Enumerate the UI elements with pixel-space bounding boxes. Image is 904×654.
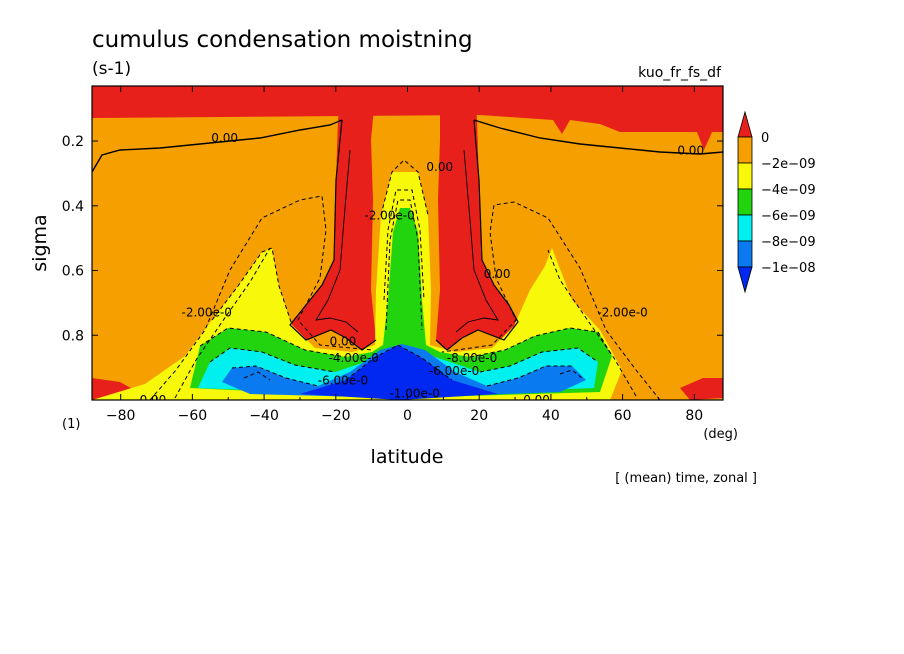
- x-axis-label: latitude: [371, 446, 444, 468]
- field-red-top: [92, 86, 723, 150]
- colorbar-swatch: [737, 136, 753, 164]
- colorbar-swatch: [737, 240, 753, 268]
- field-red-polar-left: [92, 378, 138, 400]
- contour-label: -1.00e-0: [389, 387, 439, 401]
- contour-label: 0.00: [426, 160, 453, 174]
- field-red-polar-right: [680, 378, 723, 400]
- contour-label: 0.00: [523, 393, 550, 407]
- contour-label: 0.00: [330, 335, 357, 349]
- x-tick-label: 20: [470, 408, 488, 424]
- y-tick-label: 0.4: [62, 199, 84, 215]
- contour-left-tower-inner: [315, 149, 359, 333]
- field-red-right-tower: [436, 86, 518, 350]
- colorbar-swatch: [737, 214, 753, 242]
- colorbar-swatch: [737, 162, 753, 190]
- colorbar-label: −6e−09: [761, 209, 816, 224]
- contour-left-tower: [289, 119, 377, 351]
- x-tick-label: −80: [106, 408, 136, 424]
- contour-label: -2.00e-0: [597, 306, 647, 320]
- field-green: [190, 208, 612, 398]
- x-unit-label: (deg): [703, 427, 738, 442]
- y-axis-label: sigma: [29, 214, 51, 271]
- y-axis: 0.2 0.4 0.6 0.8: [62, 134, 723, 344]
- contour-label: -8.00e-0: [447, 351, 497, 365]
- footnote: [ (mean) time, zonal ]: [615, 471, 757, 486]
- contour-label: -4.00e-0: [329, 351, 379, 365]
- field-navy: [300, 345, 498, 400]
- colorbar-arrow-top: [737, 110, 753, 138]
- x-tick-label: 80: [685, 408, 703, 424]
- field-red-left-tower: [290, 86, 376, 350]
- contour-labels: 0.00 0.00 0.00 0.00 0.00 0.00 0.00 -2.00e-0 -2.0…: [140, 131, 705, 407]
- x-tick-label: 40: [542, 408, 560, 424]
- colorbar-arrow-bottom: [737, 266, 753, 294]
- y-tick-label: 0.8: [62, 328, 84, 344]
- x-axis: −80 −60 −40 −20 0 20 40 60 80: [106, 86, 703, 424]
- chart-title: cumulus condensation moistning: [92, 27, 473, 53]
- contour-zero-top: [92, 119, 343, 173]
- x-tick-label: −40: [249, 408, 279, 424]
- y-tick-label: 0.2: [62, 134, 84, 150]
- colorbar-label: −2e−09: [761, 157, 816, 172]
- contour-zero-top-right: [473, 119, 723, 155]
- colorbar-swatch: [737, 188, 753, 216]
- colorbar-label: −1e−08: [761, 261, 816, 276]
- y-unit-label: (1): [62, 417, 80, 432]
- x-tick-label: −20: [321, 408, 351, 424]
- contour-label: 0.00: [211, 131, 238, 145]
- contour-label: -2.00e-0: [182, 306, 232, 320]
- colorbar: 0 −2e−09 −4e−09 −6e−09 −8e−09 −1e−08: [737, 110, 816, 294]
- plot-area: 0.00 0.00 0.00 0.00 0.00 0.00 0.00 -2.00e-0 -2.0…: [92, 86, 723, 407]
- contour-label: 0.00: [484, 267, 511, 281]
- y-tick-label: 0.6: [62, 264, 84, 280]
- contour-label: -2.00e-0: [364, 208, 414, 222]
- x-tick-label: 0: [403, 408, 412, 424]
- contour-right-tower-inner: [455, 149, 499, 333]
- units-label: (s-1): [92, 59, 131, 79]
- x-tick-label: 60: [614, 408, 632, 424]
- colorbar-label: −4e−09: [761, 183, 816, 198]
- colorbar-label: 0: [761, 131, 769, 146]
- contour-label: -6.00e-0: [318, 374, 368, 388]
- contour-label: 0.00: [140, 393, 167, 407]
- colorbar-label: −8e−09: [761, 235, 816, 250]
- variable-id-label: kuo_fr_fs_df: [638, 65, 722, 81]
- contour-label: 0.00: [677, 144, 704, 158]
- dashed-contours: [149, 159, 661, 400]
- contour-label: -6.00e-0: [429, 364, 479, 378]
- x-tick-label: −60: [178, 408, 208, 424]
- contour-right-tower: [435, 119, 519, 351]
